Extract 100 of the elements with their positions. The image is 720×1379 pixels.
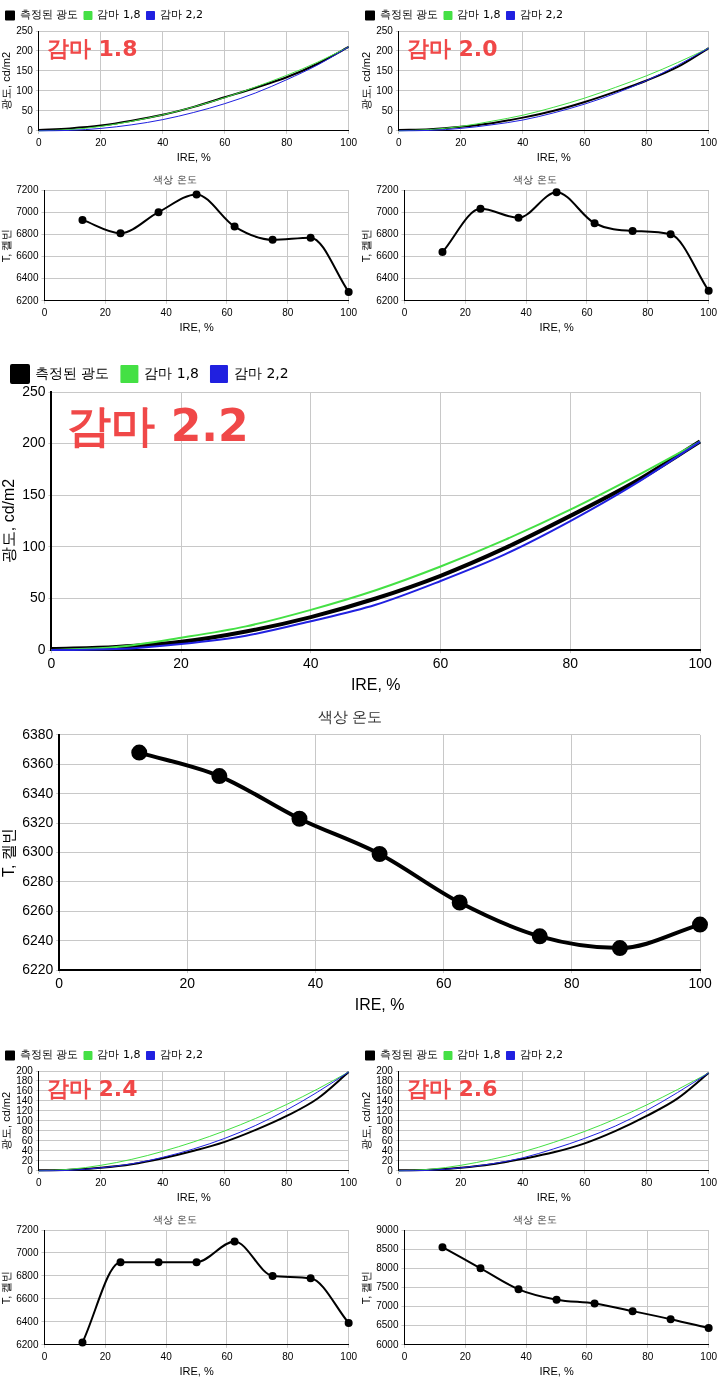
y-axis-title: T, 켈빈 — [359, 228, 372, 263]
y-tick-label: 100 — [376, 84, 394, 96]
x-tick-label: 0 — [401, 306, 408, 318]
y-tick-label: 200 — [376, 1064, 394, 1076]
x-tick-label: 80 — [642, 1350, 654, 1362]
y-tick-label: 200 — [376, 44, 394, 56]
x-tick-label: 80 — [641, 1176, 653, 1188]
x-axis-title: IRE, % — [539, 1365, 574, 1378]
x-tick-label: 80 — [564, 975, 580, 992]
point — [131, 744, 148, 761]
x-axis-title: IRE, % — [539, 321, 574, 334]
x-tick-label: 40 — [303, 655, 319, 672]
y-tick-label: 6600 — [16, 1292, 39, 1304]
y-tick-label: 6260 — [22, 902, 54, 919]
point — [306, 233, 315, 242]
y-tick-label: 50 — [381, 104, 394, 116]
point — [344, 287, 353, 296]
x-tick-label: 80 — [282, 306, 294, 318]
y-tick-label: 7200 — [376, 183, 399, 195]
x-tick-label: 20 — [95, 1176, 107, 1188]
chart-title: 색상 온도 — [513, 173, 557, 185]
x-tick-label: 60 — [221, 306, 233, 318]
y-axis-title: 광도, cd/m2 — [0, 478, 17, 564]
y-tick-label: 180 — [16, 1074, 34, 1086]
y-tick-label: 6380 — [22, 725, 54, 742]
chart-title: 색상 온도 — [153, 173, 197, 185]
point — [590, 1299, 599, 1308]
x-tick-label: 100 — [700, 136, 718, 148]
legend-label: 감마 1,8 — [457, 1048, 501, 1062]
x-axis-title: IRE, % — [179, 321, 214, 334]
point — [192, 190, 201, 199]
x-tick-label: 80 — [641, 136, 653, 148]
point — [476, 1264, 485, 1273]
y-tick-label: 6500 — [376, 1319, 399, 1331]
x-tick-label: 100 — [340, 1176, 358, 1188]
x-axis-title: IRE, % — [354, 995, 405, 1013]
y-tick-label: 80 — [381, 1124, 394, 1136]
y-tick-label: 160 — [376, 1084, 394, 1096]
x-tick-label: 60 — [432, 655, 449, 672]
point — [628, 1307, 637, 1316]
y-tick-label: 0 — [37, 640, 46, 657]
point — [666, 230, 675, 239]
x-tick-label: 60 — [219, 136, 231, 148]
x-axis-title: IRE, % — [176, 151, 212, 164]
y-tick-label: 250 — [376, 24, 394, 36]
legend-label: 감마 1,8 — [457, 8, 501, 22]
x-tick-label: 60 — [219, 1176, 231, 1188]
chart-title: 색상 온도 — [513, 1213, 557, 1225]
y-tick-label: 7000 — [376, 1300, 399, 1312]
point — [268, 235, 277, 244]
point — [552, 1295, 561, 1304]
point — [692, 916, 708, 933]
y-tick-label: 7500 — [376, 1281, 399, 1293]
y-tick-label: 120 — [376, 1104, 394, 1116]
x-tick-label: 40 — [160, 306, 173, 318]
y-tick-label: 40 — [381, 1144, 394, 1156]
x-tick-label: 40 — [520, 306, 533, 318]
point — [371, 846, 388, 862]
y-tick-label: 0 — [27, 1164, 34, 1176]
x-tick-label: 20 — [459, 306, 472, 318]
x-tick-label: 60 — [581, 306, 593, 318]
point — [78, 215, 87, 224]
x-tick-label: 100 — [688, 655, 712, 672]
y-axis-title: T, 켈빈 — [0, 1270, 12, 1305]
x-tick-label: 40 — [520, 1350, 533, 1362]
x-tick-label: 40 — [160, 1350, 173, 1362]
x-axis-title: IRE, % — [179, 1365, 214, 1378]
legend-label: 측정된 광도 — [19, 1048, 78, 1062]
y-tick-label: 140 — [16, 1094, 34, 1106]
y-tick-label: 7000 — [376, 205, 399, 217]
point — [611, 940, 628, 957]
x-tick-label: 20 — [455, 1176, 467, 1188]
point — [192, 1258, 201, 1267]
y-tick-label: 6300 — [22, 843, 54, 860]
legend-label: 측정된 광도 — [379, 8, 438, 22]
x-tick-label: 40 — [157, 1176, 169, 1188]
y-tick-label: 150 — [16, 64, 34, 76]
x-tick-label: 60 — [435, 975, 452, 992]
legend-label: 감마 2,2 — [519, 1048, 563, 1062]
chart-title: 색상 온도 — [317, 707, 383, 726]
annotation: 감마 1.8 — [46, 35, 138, 61]
y-tick-label: 6400 — [16, 272, 39, 284]
point — [211, 768, 228, 785]
y-tick-label: 6600 — [376, 250, 399, 262]
x-tick-label: 20 — [173, 655, 190, 672]
x-tick-label: 100 — [340, 1350, 358, 1362]
x-tick-label: 20 — [455, 136, 467, 148]
y-tick-label: 6800 — [16, 1269, 39, 1281]
point — [230, 1237, 239, 1246]
y-axis-title: 광도, cd/m2 — [359, 51, 372, 110]
x-tick-label: 100 — [700, 1350, 718, 1362]
legend-label: 감마 1,8 — [97, 8, 141, 22]
y-tick-label: 6340 — [22, 784, 54, 801]
y-tick-label: 20 — [381, 1154, 394, 1166]
y-tick-label: 100 — [16, 84, 34, 96]
y-tick-label: 150 — [376, 64, 394, 76]
point — [154, 208, 163, 217]
y-tick-label: 7000 — [16, 1246, 39, 1258]
y-tick-label: 6200 — [16, 294, 39, 306]
y-tick-label: 6200 — [376, 294, 399, 306]
